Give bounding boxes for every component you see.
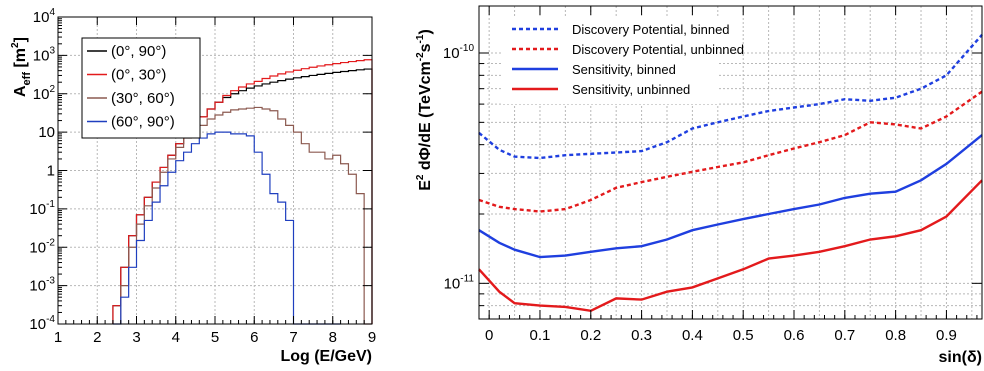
x-tick-label: 0.4 <box>682 327 703 344</box>
x-tick-label: 6 <box>250 329 258 346</box>
y-tick-label: 10-2 <box>29 237 55 256</box>
x-tick-label: 9 <box>368 329 376 346</box>
x-axis-label: Log (E/GeV) <box>280 348 372 365</box>
x-tick-label: 0.6 <box>784 327 805 344</box>
legend-label: Sensitivity, binned <box>572 62 676 77</box>
plot-area: 0 0.1 0.2 0.3 0.4 0.5 0.6 0.7 0.8 0.9 10-11 10-10 <box>443 5 983 344</box>
effective-area-chart: 1 2 3 4 5 6 7 8 9 10-4 10-3 10-2 10-1 1 10 102 103 104 Log… <box>10 7 376 365</box>
legend-label: (60°, 90°) <box>111 114 175 131</box>
y-tick-label: 104 <box>33 7 56 26</box>
plot-area: 1 2 3 4 5 6 7 8 9 10-4 10-3 10-2 10-1 1 10 102 103 104 <box>29 7 376 346</box>
series-line <box>478 134 983 259</box>
y-tick-label: 1 <box>47 163 55 180</box>
x-tick-label: 4 <box>172 329 180 346</box>
legend-label: Sensitivity, unbinned <box>572 82 690 97</box>
x-tick-label: 5 <box>211 329 219 346</box>
y-tick-label: 102 <box>33 84 56 103</box>
x-tick-label: 3 <box>132 329 140 346</box>
x-tick-label: 0.8 <box>885 327 906 344</box>
y-axis-label: E2 dΦ/dE (TeVcm-2s-1) <box>415 29 434 191</box>
x-tick-label: 0.7 <box>834 327 855 344</box>
x-tick-label: 8 <box>329 329 337 346</box>
series-line <box>478 34 983 160</box>
legend: Discovery Potential, binned Discovery Pot… <box>503 16 744 104</box>
x-tick-label: 0 <box>485 327 493 344</box>
x-tick-label: 0.9 <box>936 327 957 344</box>
legend-label: (0°, 90°) <box>111 43 166 60</box>
series-line <box>112 131 341 325</box>
legend: (0°, 90°) (0°, 30°) (30°, 60°) (60°, 90°) <box>81 37 201 139</box>
x-tick-label: 0.2 <box>580 327 601 344</box>
x-tick-label: 0.5 <box>733 327 754 344</box>
series-line <box>478 90 983 213</box>
x-axis-label: sin(δ) <box>939 349 982 366</box>
y-tick-label: 10-1 <box>29 199 55 218</box>
y-tick-label: 10 <box>38 124 55 141</box>
x-tick-label: 0.1 <box>530 327 551 344</box>
series-line <box>112 59 373 324</box>
legend-label: (30°, 60°) <box>111 90 175 107</box>
series-line <box>478 179 983 313</box>
y-axis-label: Aeff [m2] <box>10 37 33 97</box>
legend-label: Discovery Potential, binned <box>572 22 730 37</box>
y-tick-label: 10-11 <box>444 273 475 292</box>
y-tick-label: 103 <box>33 45 56 64</box>
plot-frame <box>478 5 983 320</box>
x-tick-label: 0.3 <box>631 327 652 344</box>
y-tick-label: 10-10 <box>443 43 475 62</box>
y-tick-label: 10-4 <box>29 314 55 333</box>
x-tick-label: 1 <box>54 329 62 346</box>
y-tick-label: 10-3 <box>29 276 55 295</box>
legend-label: (0°, 30°) <box>111 67 166 84</box>
x-tick-label: 7 <box>289 329 297 346</box>
series-line <box>120 106 372 325</box>
legend-label: Discovery Potential, unbinned <box>572 42 744 57</box>
x-tick-label: 2 <box>93 329 101 346</box>
